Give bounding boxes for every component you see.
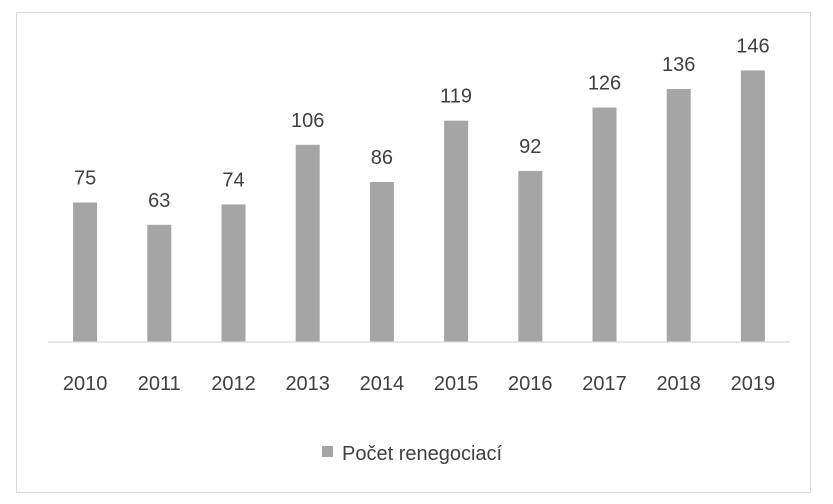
bar-2012 (221, 204, 246, 342)
x-tick-2019: 2019 (731, 373, 776, 395)
legend-label: Počet renegociací (342, 443, 503, 465)
bar-2013 (295, 144, 320, 342)
data-label-2012: 74 (222, 169, 244, 191)
data-label-2010: 75 (74, 168, 96, 190)
bars-group (73, 70, 765, 343)
x-tick-labels-group: 2010 2011 2012 2013 2014 2015 2016 2017 2018 2019 (63, 373, 775, 395)
legend-swatch (322, 446, 333, 457)
x-tick-2014: 2014 (360, 373, 405, 395)
data-label-2018: 136 (662, 54, 695, 76)
data-label-2015: 119 (440, 86, 472, 108)
bar-2015 (444, 120, 469, 342)
x-tick-2013: 2013 (285, 373, 330, 395)
bar-2011 (147, 224, 172, 342)
bar-2019 (740, 70, 765, 343)
bar-2018 (666, 89, 691, 342)
data-label-2016: 92 (519, 136, 541, 158)
data-label-2013: 106 (291, 110, 324, 132)
bar-2016 (518, 170, 543, 342)
data-label-2011: 63 (148, 190, 170, 212)
x-tick-2012: 2012 (211, 373, 256, 395)
x-tick-2017: 2017 (582, 373, 627, 395)
legend: Počet renegociací (322, 443, 503, 465)
x-tick-2015: 2015 (434, 373, 479, 395)
bar-2010 (73, 202, 98, 342)
data-labels-group: 75 63 74 106 86 119 92 126 136 146 (74, 35, 770, 211)
x-tick-2018: 2018 (656, 373, 701, 395)
x-tick-2016: 2016 (508, 373, 553, 395)
data-label-2019: 146 (736, 35, 769, 57)
data-label-2014: 86 (371, 147, 393, 169)
bar-2014 (369, 182, 394, 342)
bar-2017 (592, 107, 617, 342)
x-tick-2010: 2010 (63, 373, 108, 395)
data-label-2017: 126 (588, 73, 621, 95)
x-tick-2011: 2011 (138, 373, 181, 395)
